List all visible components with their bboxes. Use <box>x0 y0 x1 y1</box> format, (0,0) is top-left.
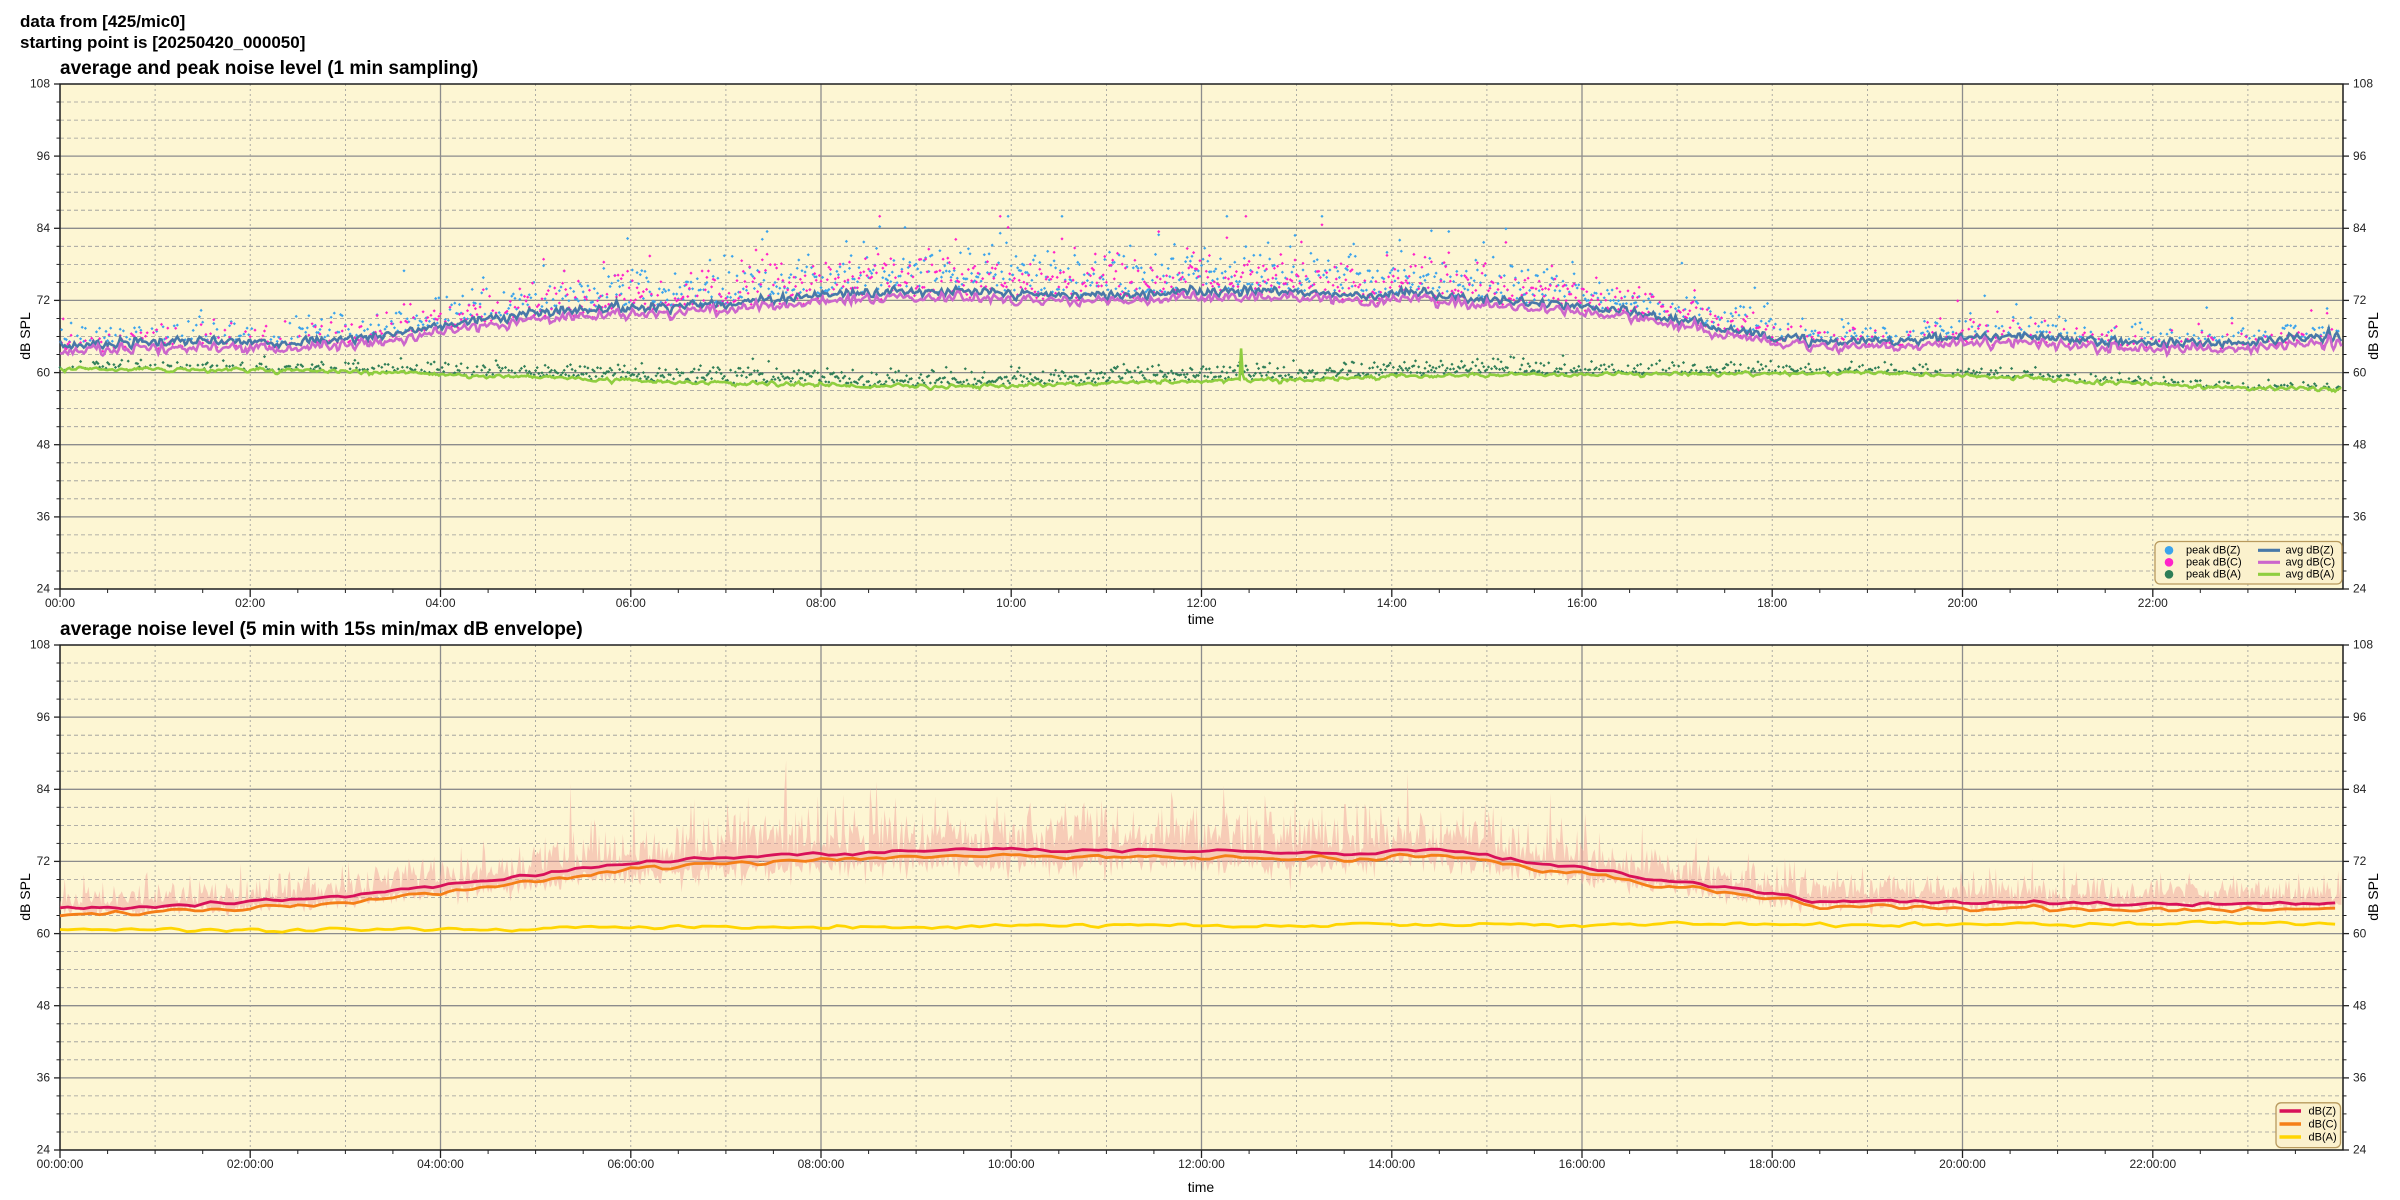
svg-text:24: 24 <box>2353 1143 2367 1157</box>
svg-text:00:00: 00:00 <box>45 596 75 610</box>
svg-text:72: 72 <box>2353 293 2367 307</box>
svg-text:average noise level (5 min wit: average noise level (5 min with 15s min/… <box>60 619 583 640</box>
svg-text:00:00:00: 00:00:00 <box>37 1157 84 1171</box>
svg-text:96: 96 <box>37 710 51 724</box>
svg-text:02:00: 02:00 <box>235 596 265 610</box>
svg-text:36: 36 <box>37 510 51 524</box>
svg-text:72: 72 <box>2353 854 2367 868</box>
svg-text:24: 24 <box>2353 582 2367 596</box>
svg-text:dB SPL: dB SPL <box>2365 873 2381 921</box>
svg-text:data from [425/mic0]: data from [425/mic0] <box>20 12 185 31</box>
svg-text:starting point is [20250420_00: starting point is [20250420_000050] <box>20 33 305 52</box>
svg-text:08:00:00: 08:00:00 <box>798 1157 845 1171</box>
svg-text:72: 72 <box>37 854 51 868</box>
svg-text:10:00: 10:00 <box>996 596 1026 610</box>
svg-text:08:00: 08:00 <box>806 596 836 610</box>
svg-text:60: 60 <box>37 365 51 379</box>
svg-text:06:00: 06:00 <box>616 596 646 610</box>
svg-text:14:00:00: 14:00:00 <box>1368 1157 1415 1171</box>
svg-text:04:00:00: 04:00:00 <box>417 1157 464 1171</box>
svg-text:72: 72 <box>37 293 51 307</box>
svg-text:time: time <box>1188 1179 1215 1195</box>
svg-text:10:00:00: 10:00:00 <box>988 1157 1035 1171</box>
svg-text:108: 108 <box>2353 638 2373 652</box>
svg-text:22:00:00: 22:00:00 <box>2129 1157 2176 1171</box>
svg-text:18:00: 18:00 <box>1757 596 1787 610</box>
svg-text:dB(C): dB(C) <box>2309 1118 2338 1130</box>
svg-text:02:00:00: 02:00:00 <box>227 1157 274 1171</box>
svg-text:12:00: 12:00 <box>1186 596 1216 610</box>
svg-text:16:00:00: 16:00:00 <box>1559 1157 1606 1171</box>
svg-text:06:00:00: 06:00:00 <box>607 1157 654 1171</box>
svg-text:60: 60 <box>2353 365 2367 379</box>
svg-text:peak dB(A): peak dB(A) <box>2186 569 2241 581</box>
svg-text:22:00: 22:00 <box>2138 596 2168 610</box>
svg-text:36: 36 <box>2353 1071 2367 1085</box>
svg-text:14:00: 14:00 <box>1377 596 1407 610</box>
svg-text:04:00: 04:00 <box>425 596 455 610</box>
svg-text:108: 108 <box>30 77 50 91</box>
svg-text:60: 60 <box>2353 926 2367 940</box>
svg-text:dB(A): dB(A) <box>2309 1131 2337 1143</box>
svg-text:96: 96 <box>2353 149 2367 163</box>
svg-text:48: 48 <box>2353 437 2367 451</box>
svg-text:96: 96 <box>37 149 51 163</box>
svg-text:48: 48 <box>37 998 51 1012</box>
svg-text:dB(Z): dB(Z) <box>2309 1105 2337 1117</box>
svg-text:36: 36 <box>37 1071 51 1085</box>
svg-text:108: 108 <box>2353 77 2373 91</box>
svg-text:20:00:00: 20:00:00 <box>1939 1157 1986 1171</box>
svg-text:18:00:00: 18:00:00 <box>1749 1157 1796 1171</box>
svg-text:36: 36 <box>2353 510 2367 524</box>
svg-text:84: 84 <box>37 221 51 235</box>
svg-text:24: 24 <box>37 1143 51 1157</box>
svg-text:84: 84 <box>2353 782 2367 796</box>
svg-text:peak dB(C): peak dB(C) <box>2186 557 2242 569</box>
svg-text:48: 48 <box>37 437 51 451</box>
svg-text:24: 24 <box>37 582 51 596</box>
svg-text:time: time <box>1188 611 1215 627</box>
svg-text:average and peak noise level (: average and peak noise level (1 min samp… <box>60 58 478 79</box>
svg-text:avg dB(A): avg dB(A) <box>2286 569 2335 581</box>
svg-text:peak dB(Z): peak dB(Z) <box>2186 545 2240 557</box>
svg-text:84: 84 <box>2353 221 2367 235</box>
svg-text:12:00:00: 12:00:00 <box>1178 1157 1225 1171</box>
svg-text:dB SPL: dB SPL <box>2365 312 2381 360</box>
svg-text:16:00: 16:00 <box>1567 596 1597 610</box>
svg-text:96: 96 <box>2353 710 2367 724</box>
svg-text:108: 108 <box>30 638 50 652</box>
svg-text:48: 48 <box>2353 998 2367 1012</box>
svg-text:20:00: 20:00 <box>1947 596 1977 610</box>
svg-text:60: 60 <box>37 926 51 940</box>
svg-text:avg dB(C): avg dB(C) <box>2286 557 2336 569</box>
svg-text:dB SPL: dB SPL <box>17 312 33 360</box>
svg-text:dB SPL: dB SPL <box>17 873 33 921</box>
svg-text:avg dB(Z): avg dB(Z) <box>2286 545 2334 557</box>
svg-text:84: 84 <box>37 782 51 796</box>
